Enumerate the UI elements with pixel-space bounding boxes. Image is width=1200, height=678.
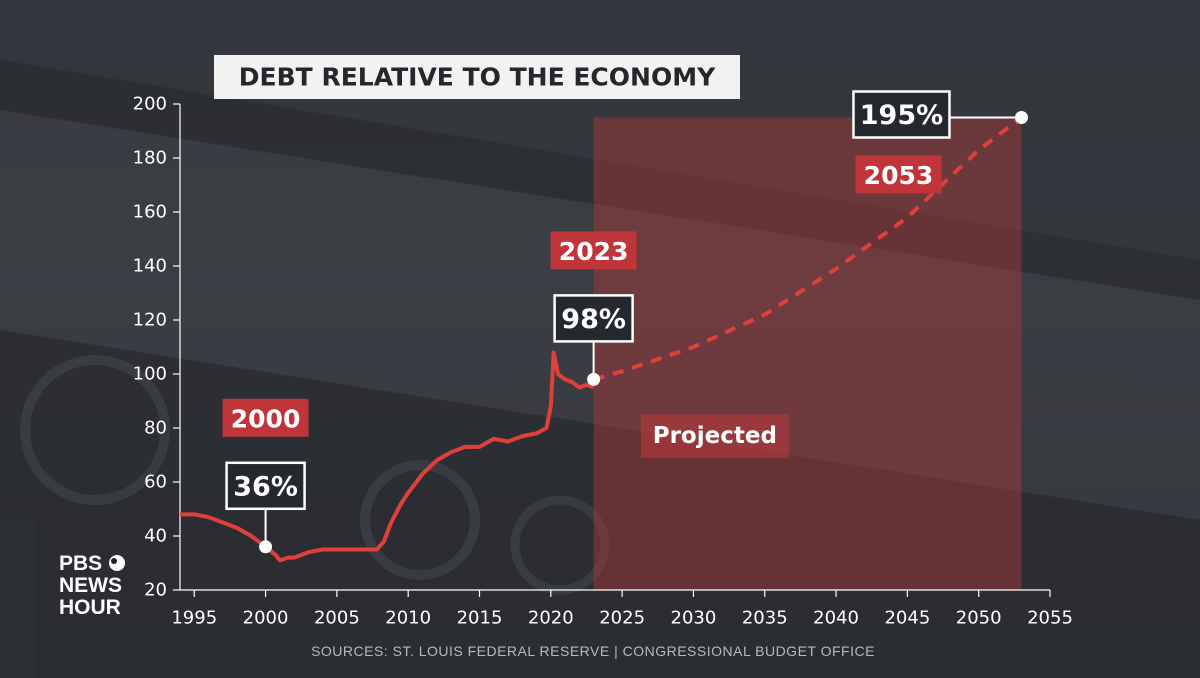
chart-title: DEBT RELATIVE TO THE ECONOMY: [239, 63, 716, 92]
x-tick-label: 2025: [599, 608, 645, 629]
x-tick-label: 2045: [884, 608, 930, 629]
x-tick-label: 2000: [243, 608, 289, 629]
title-background: [214, 55, 740, 99]
y-tick-label: 80: [144, 418, 167, 439]
annotation-2053: 195% 2053: [852, 90, 1028, 194]
x-tick-label: 2050: [956, 608, 1002, 629]
pbs-newshour-logo: PBS NEWS HOUR: [59, 552, 125, 619]
y-axis-ticks: 20 40 60 80 100 120 140 160 180 200: [133, 94, 180, 601]
y-tick-label: 40: [144, 526, 167, 547]
annotation-year-box: [855, 155, 942, 194]
y-tick-label: 140: [133, 256, 167, 277]
annotation-2000: 36% 2000: [222, 398, 309, 554]
x-tick-label: 2010: [385, 608, 431, 629]
x-tick-label: 2020: [528, 608, 574, 629]
projected-region: [593, 117, 1022, 590]
y-tick-label: 20: [144, 580, 167, 601]
annotation-value-label: 36%: [233, 471, 298, 502]
x-tick-label: 1995: [171, 608, 217, 629]
y-tick-label: 120: [133, 310, 167, 331]
annotation-point: [1014, 111, 1028, 124]
logo-line-3: HOUR: [59, 596, 121, 619]
x-tick-label: 2015: [457, 608, 503, 629]
x-tick-label: 2005: [314, 608, 360, 629]
annotation-year-box: [550, 231, 637, 270]
annotation-value-box: [225, 461, 306, 511]
x-tick-label: 2055: [1027, 608, 1073, 629]
pbs-head-icon-detail: [111, 558, 117, 564]
annotation-year-label: 2053: [864, 161, 934, 190]
x-tick-label: 2040: [813, 608, 859, 629]
annotation-layer: 36% 2000 98% 2023 195% 2053: [222, 90, 1028, 554]
x-tick-label: 2030: [671, 608, 717, 629]
annotation-year-box: [222, 398, 309, 437]
y-tick-label: 180: [133, 148, 167, 169]
y-tick-label: 160: [133, 202, 167, 223]
projected-label: Projected: [653, 423, 777, 449]
annotation-value-box: [553, 294, 634, 343]
annotation-point: [259, 540, 273, 554]
pbs-head-icon: [109, 555, 125, 571]
annotation-value-label: 195%: [860, 100, 943, 131]
annotation-value-label: 98%: [561, 304, 626, 335]
x-tick-label: 2035: [742, 608, 788, 629]
annotation-point: [587, 372, 601, 386]
annotation-2023: 98% 2023: [550, 231, 637, 386]
annotation-year-label: 2000: [231, 404, 301, 433]
logo-line-2: NEWS: [59, 574, 122, 597]
logo-line-1: PBS: [59, 552, 102, 575]
annotation-year-label: 2023: [559, 237, 629, 266]
x-axis-ticks: 1995 2000 2005 2010 2015 2020 2025 2030 2035 2040…: [171, 590, 1073, 629]
y-tick-label: 60: [144, 472, 167, 493]
projected-debt-line: [593, 115, 1023, 382]
y-tick-label: 200: [133, 94, 167, 115]
y-tick-label: 100: [133, 364, 167, 385]
annotation-value-box: [852, 90, 951, 139]
projected-label-background: [640, 414, 789, 459]
chart-source: SOURCES: ST. LOUIS FEDERAL RESERVE | CON…: [311, 643, 875, 659]
